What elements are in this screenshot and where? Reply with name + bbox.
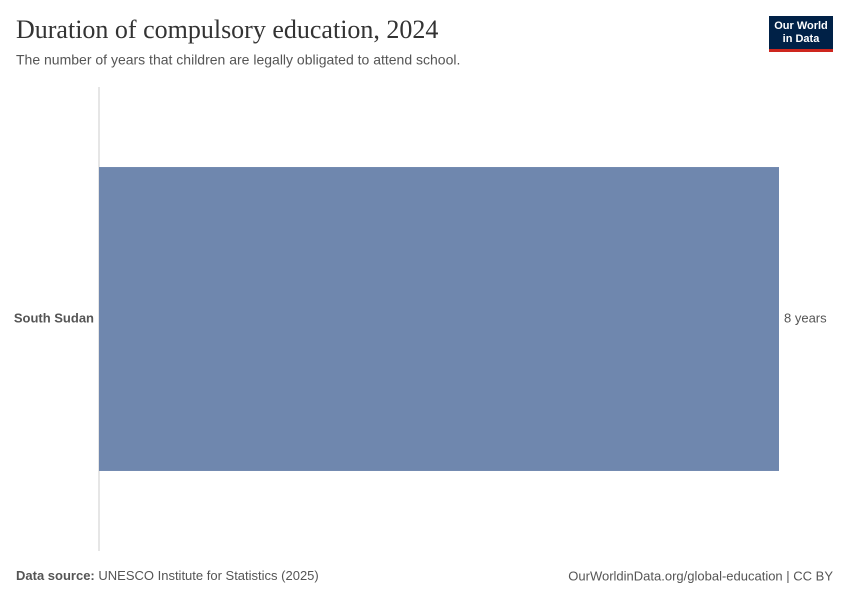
value-label: 8 years xyxy=(784,310,827,325)
url-note[interactable]: OurWorldinData.org/global-education | CC… xyxy=(568,568,833,583)
logo-box xyxy=(769,16,833,49)
source-label: Data source: xyxy=(16,568,95,583)
logo[interactable]: Our World in Data xyxy=(769,16,833,52)
logo-text: in Data xyxy=(783,33,821,45)
logo-bar xyxy=(769,49,833,52)
source: Data source: UNESCO Institute for Statis… xyxy=(16,568,319,583)
bar xyxy=(99,167,779,471)
logo-text: Our World xyxy=(774,20,828,32)
category-label: South Sudan xyxy=(14,310,94,325)
chart-subtitle: The number of years that children are le… xyxy=(16,52,460,68)
chart-title: Duration of compulsory education, 2024 xyxy=(16,15,438,44)
source-text: UNESCO Institute for Statistics (2025) xyxy=(98,568,318,583)
